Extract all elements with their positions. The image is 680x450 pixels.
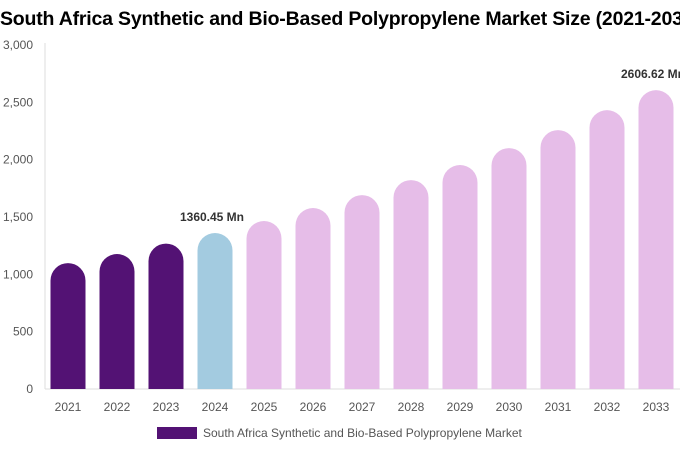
legend: South Africa Synthetic and Bio-Based Pol… <box>157 426 522 440</box>
y-tick-label: 3,000 <box>3 38 33 52</box>
x-tick-label: 2029 <box>447 400 474 414</box>
x-tick-label: 2028 <box>398 400 425 414</box>
x-tick-label: 2030 <box>496 400 523 414</box>
x-tick-label: 2032 <box>594 400 621 414</box>
y-tick-label: 1,000 <box>3 267 33 281</box>
legend-label: South Africa Synthetic and Bio-Based Pol… <box>203 426 522 440</box>
x-tick-label: 2025 <box>251 400 278 414</box>
bar-2030 <box>491 148 527 389</box>
bar-2023 <box>148 243 184 389</box>
y-tick-label: 500 <box>13 325 33 339</box>
x-tick-label: 2022 <box>104 400 131 414</box>
data-label: 2606.62 Mn <box>621 67 680 81</box>
legend-swatch <box>157 427 197 439</box>
x-tick-label: 2027 <box>349 400 376 414</box>
y-tick-label: 0 <box>26 382 33 396</box>
y-tick-label: 2,000 <box>3 153 33 167</box>
bar-2033 <box>638 90 674 389</box>
x-tick-label: 2021 <box>55 400 82 414</box>
bar-2028 <box>393 180 429 389</box>
bar-2027 <box>344 195 380 389</box>
chart-title: South Africa Synthetic and Bio-Based Pol… <box>0 8 680 30</box>
bar-2026 <box>295 208 331 389</box>
y-tick-label: 1,500 <box>3 210 33 224</box>
bar-2029 <box>442 165 478 389</box>
bar-2021 <box>50 263 86 389</box>
bar-2022 <box>99 254 135 389</box>
y-tick-label: 2,500 <box>3 95 33 109</box>
x-tick-label: 2023 <box>153 400 180 414</box>
x-tick-label: 2026 <box>300 400 327 414</box>
x-tick-label: 2033 <box>643 400 670 414</box>
bar-2032 <box>589 110 625 389</box>
bar-2025 <box>246 221 282 389</box>
data-label: 1360.45 Mn <box>180 210 244 224</box>
x-tick-label: 2024 <box>202 400 229 414</box>
bar-2031 <box>540 130 576 389</box>
bar-2024 <box>197 233 233 389</box>
x-tick-label: 2031 <box>545 400 572 414</box>
